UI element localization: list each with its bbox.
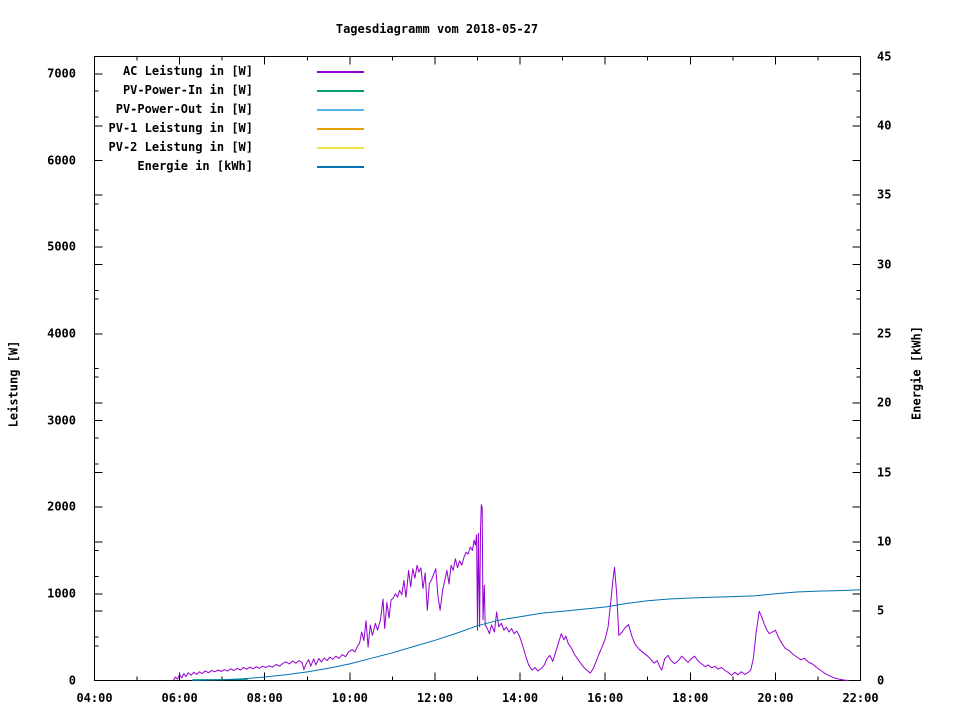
legend-line-sample — [317, 89, 364, 92]
legend-line-sample — [317, 108, 364, 111]
x-tick-label: 04:00 — [76, 691, 113, 705]
y-right-tick-label: 15 — [877, 465, 892, 479]
y-right-tick-label: 20 — [877, 395, 892, 410]
y-right-tick-label: 10 — [877, 534, 892, 549]
legend-label: PV-Power-Out in [W] — [115, 102, 253, 116]
y-left-tick-label: 5000 — [47, 239, 76, 254]
x-tick-label: 20:00 — [757, 691, 794, 705]
y-left-tick-label: 4000 — [47, 326, 76, 341]
y-left-tick-label: 3000 — [47, 413, 76, 427]
y-right-tick-label: 40 — [877, 118, 892, 133]
y-right-tick-label: 45 — [877, 49, 892, 63]
y-left-tick-label: 1000 — [47, 586, 76, 601]
y-right-tick-label: 30 — [877, 257, 892, 271]
y-left-tick-label: 6000 — [47, 153, 76, 167]
legend-line-sample — [317, 70, 364, 73]
legend-label: PV-2 Leistung in [W] — [108, 140, 254, 154]
legend-label: PV-Power-In in [W] — [122, 83, 253, 97]
x-tick-label: 06:00 — [161, 691, 198, 705]
y-right-tick-label: 0 — [877, 673, 885, 687]
x-tick-label: 22:00 — [842, 691, 879, 705]
chart-title: Tagesdiagramm vom 2018-05-27 — [335, 22, 539, 36]
y-axis-left-label: Leistung [W] — [6, 340, 21, 428]
y-right-tick-label: 5 — [877, 603, 885, 618]
y-axis-right-label: Energie [kWh] — [909, 326, 924, 420]
x-tick-label: 12:00 — [416, 691, 453, 705]
x-tick-label: 18:00 — [672, 691, 709, 705]
y-left-tick-label: 7000 — [47, 66, 76, 81]
legend-line-sample — [317, 146, 364, 149]
x-tick-label: 14:00 — [501, 691, 539, 705]
legend-line-sample — [317, 165, 364, 168]
x-tick-label: 16:00 — [587, 691, 624, 705]
legend-label: PV-1 Leistung in [W] — [108, 121, 254, 135]
series-energie-in-kwh — [192, 589, 861, 681]
legend-label: AC Leistung in [W] — [122, 64, 253, 78]
x-tick-label: 10:00 — [331, 691, 368, 705]
y-right-tick-label: 25 — [877, 326, 892, 341]
x-tick-label: 08:00 — [246, 691, 283, 705]
series-ac-leistung-in-w — [172, 504, 849, 681]
y-left-tick-label: 0 — [68, 673, 76, 687]
y-left-tick-label: 2000 — [47, 499, 76, 514]
legend-label: Energie in [kWh] — [137, 159, 253, 173]
legend-line-sample — [317, 127, 364, 130]
y-right-tick-label: 35 — [877, 187, 892, 202]
